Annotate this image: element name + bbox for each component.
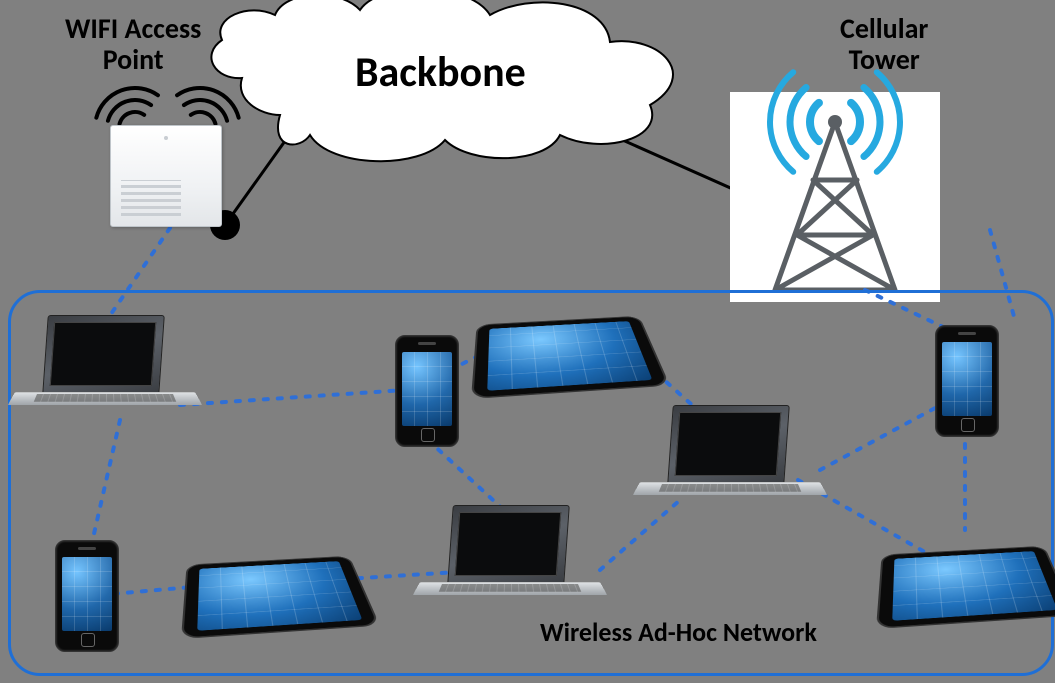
tablet-icon [181,556,380,639]
smartphone-icon [55,540,119,652]
tablet-icon [471,316,670,399]
wifi-ap-label: WIFI Access Point [65,14,201,76]
adhoc-label: Wireless Ad-Hoc Network [540,618,817,647]
diagram-stage: WIFI Access Point Backbone Cellular Towe… [0,0,1055,683]
cellular-tower-label: Cellular Tower [840,14,928,76]
smartphone-icon [935,325,999,437]
backbone-label: Backbone [355,50,526,96]
wifi-access-point-icon [110,125,222,227]
tablet-icon [876,546,1055,629]
smartphone-icon [395,335,459,447]
backbone-links [225,120,780,225]
cellular-tower-icon [730,72,940,302]
wifi-signal-icon [96,88,238,128]
